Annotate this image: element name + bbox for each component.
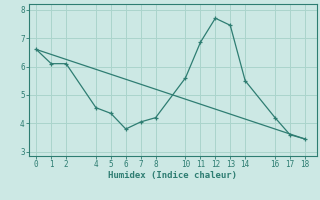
X-axis label: Humidex (Indice chaleur): Humidex (Indice chaleur) (108, 171, 237, 180)
